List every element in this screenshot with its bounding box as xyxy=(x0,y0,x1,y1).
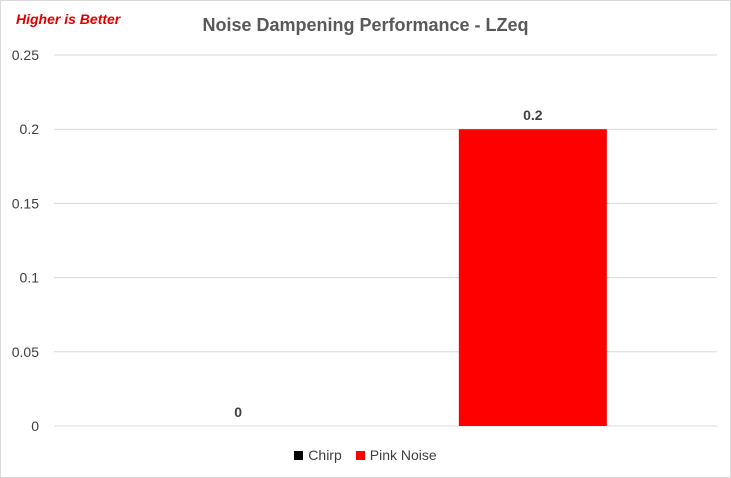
legend-item-chirp: Chirp xyxy=(294,447,342,463)
y-axis-ticks: 0 0.05 0.1 0.15 0.2 0.25 xyxy=(12,47,39,434)
gridlines xyxy=(54,54,717,427)
bars xyxy=(458,129,607,426)
legend-label-chirp: Chirp xyxy=(308,447,342,463)
legend-item-pink-noise: Pink Noise xyxy=(355,447,437,463)
chart-title: Noise Dampening Performance - LZeq xyxy=(202,15,529,35)
data-label-pink-noise: 0.2 xyxy=(523,107,543,123)
bar-pink-noise xyxy=(458,129,607,426)
data-label-chirp: 0 xyxy=(234,404,242,420)
y-tick-label: 0.15 xyxy=(12,195,39,211)
legend-label-pink-noise: Pink Noise xyxy=(369,447,437,463)
data-labels: 00.2 xyxy=(234,107,543,420)
legend: Chirp Pink Noise xyxy=(1,447,730,463)
y-tick-label: 0 xyxy=(31,418,39,434)
y-tick-label: 0.1 xyxy=(20,270,40,286)
y-tick-label: 0.2 xyxy=(20,121,40,137)
legend-swatch-chirp xyxy=(294,450,304,460)
legend-swatch-pink-noise xyxy=(355,450,365,460)
y-tick-label: 0.25 xyxy=(12,47,39,63)
annotation-higher-is-better: Higher is Better xyxy=(16,11,121,27)
y-tick-label: 0.05 xyxy=(12,344,39,360)
